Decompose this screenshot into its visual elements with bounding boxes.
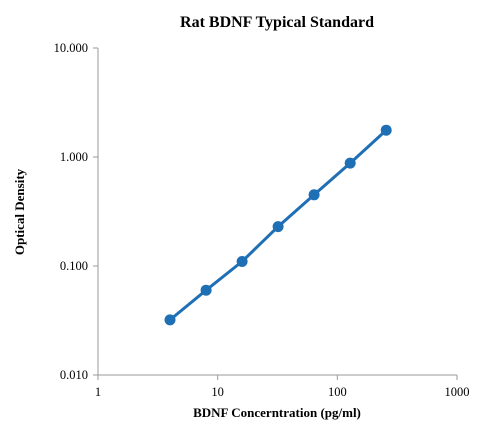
plot-area bbox=[164, 124, 392, 326]
data-point bbox=[236, 256, 248, 267]
x-axis-ticks: 1 10 100 1000 bbox=[95, 375, 470, 399]
data-point bbox=[272, 221, 284, 233]
data-point bbox=[344, 157, 356, 169]
y-tick-label: 0.010 bbox=[60, 368, 88, 382]
y-tick-label: 1.000 bbox=[60, 150, 88, 164]
x-tick-label: 1000 bbox=[445, 385, 470, 399]
x-axis-label: BDNF Concerntration (pg/ml) bbox=[193, 405, 361, 420]
data-point bbox=[164, 314, 176, 326]
x-tick-label: 1 bbox=[95, 385, 101, 399]
data-point bbox=[380, 124, 392, 136]
x-tick-label: 10 bbox=[211, 385, 224, 399]
data-point bbox=[308, 189, 320, 201]
y-axis-label: Optical Density bbox=[12, 168, 27, 255]
data-point bbox=[200, 284, 212, 296]
axes bbox=[97, 48, 457, 376]
y-tick-label: 10.000 bbox=[54, 41, 88, 55]
y-tick-label: 0.100 bbox=[60, 259, 88, 273]
y-axis-ticks: 0.010 0.100 1.000 10.000 bbox=[54, 41, 98, 382]
x-tick-label: 100 bbox=[328, 385, 347, 399]
chart-title: Rat BDNF Typical Standard bbox=[180, 14, 374, 31]
